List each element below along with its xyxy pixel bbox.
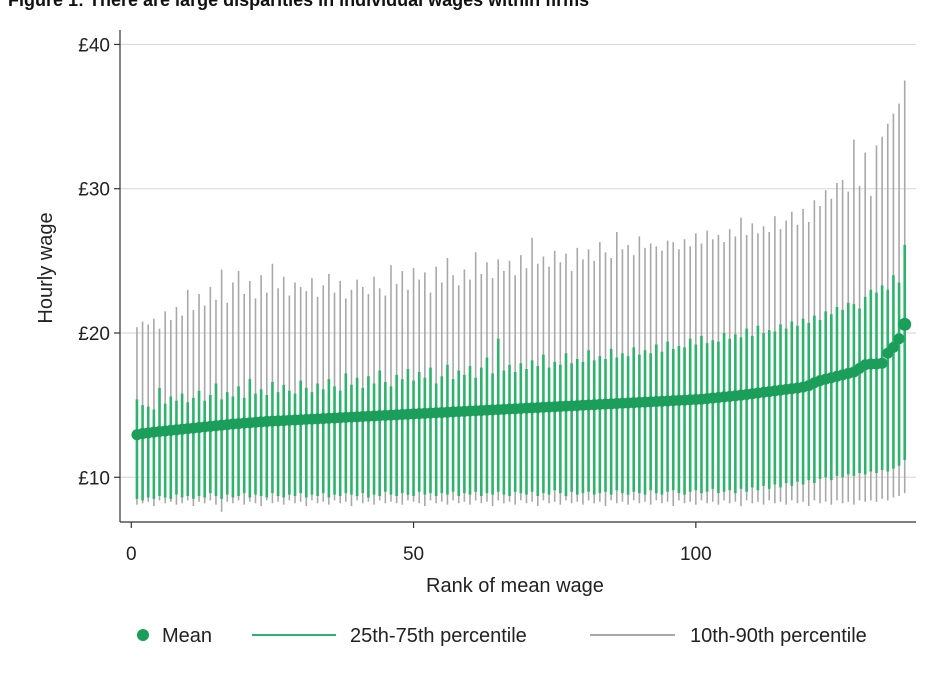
x-tick-label: 50 [403,544,424,565]
y-tick-label: £10 [78,468,110,489]
iqr-layer [135,244,907,501]
mean-layer [131,317,912,441]
legend-swatch-mean [137,629,149,641]
y-tick-label: £40 [78,35,110,56]
y-tick-label: £20 [78,324,110,345]
mean-point [898,317,912,331]
axis-layer: £10 £20 £30 £40 0 50 100 [78,30,916,565]
legend-label-p1090: 10th-90th percentile [690,625,867,647]
legend-label-mean: Mean [162,625,212,647]
x-tick-label: 0 [126,544,137,565]
x-tick-label: 100 [680,544,712,565]
legend: Mean 25th-75th percentile 10th-90th percen… [137,625,867,647]
mean-point [876,357,888,369]
mean-point [887,341,899,353]
mean-point [893,333,905,345]
x-axis-title: Rank of mean wage [426,575,604,597]
chart-title: Figure 1: There are large disparities in… [8,0,590,10]
grid-layer [120,43,916,478]
y-axis-title: Hourly wage [35,212,57,323]
legend-label-iqr: 25th-75th percentile [350,625,527,647]
y-tick-label: £30 [78,180,110,201]
